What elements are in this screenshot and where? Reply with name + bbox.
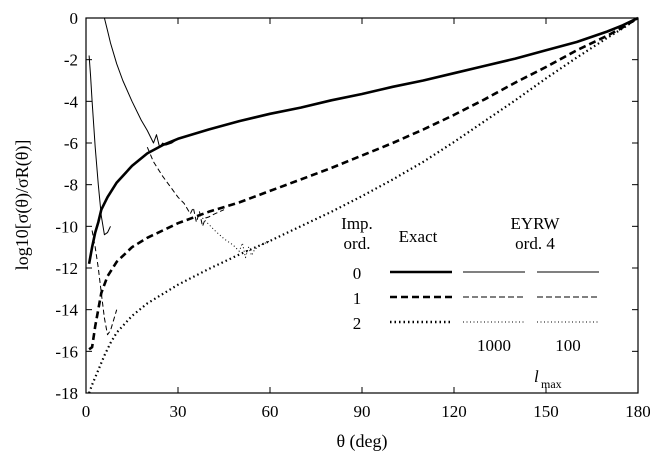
- x-tick-label: 60: [262, 402, 279, 421]
- series-line-order-0-eyrw-lmax-100: [88, 55, 111, 236]
- legend-header-eyrw-order: ord. 4: [515, 234, 555, 253]
- legend-header-order: Imp.: [341, 214, 373, 233]
- x-tick-label: 0: [82, 402, 91, 421]
- y-tick-label: 0: [70, 9, 79, 28]
- series-line-order-0-exact: [87, 16, 639, 265]
- series-line-order-1-eyrw-lmax-100: [91, 230, 118, 336]
- y-tick-label: -8: [64, 176, 78, 195]
- x-tick-label: 120: [441, 402, 467, 421]
- y-tick-label: -10: [55, 217, 78, 236]
- y-tick-label: -14: [55, 301, 78, 320]
- y-tick-label: -6: [64, 134, 78, 153]
- y-axis-label: log10[σ(θ)/σR(θ)]: [12, 140, 33, 271]
- x-tick-label: 150: [533, 402, 559, 421]
- series-line-order-2-exact: [88, 17, 639, 394]
- legend-lmax-subscript: max: [541, 377, 562, 391]
- legend: Imp. ord. Exact EYRW ord. 4 0 1 2 1000 1…: [341, 214, 599, 391]
- series-layer: [87, 16, 639, 394]
- legend-row-0-label: 0: [353, 264, 362, 283]
- x-tick-label: 30: [170, 402, 187, 421]
- legend-header-eyrw: EYRW: [510, 214, 560, 233]
- y-tick-label: -2: [64, 51, 78, 70]
- legend-lmax-symbol: l: [534, 367, 539, 386]
- y-tick-label: -4: [64, 92, 79, 111]
- y-tick-label: -12: [55, 259, 78, 278]
- legend-row-1-label: 1: [353, 289, 362, 308]
- x-tick-label: 180: [625, 402, 650, 421]
- legend-header-exact: Exact: [399, 227, 438, 246]
- y-tick-label: -18: [55, 384, 78, 403]
- x-axis-label: θ (deg): [336, 431, 387, 452]
- legend-lmax-1000: 1000: [477, 336, 511, 355]
- series-line-order-2-eyrw-lmax-1000: [202, 217, 271, 259]
- series-line-order-0-eyrw-lmax-1000: [103, 17, 179, 148]
- y-tick-label: -16: [55, 342, 78, 361]
- legend-lmax-100: 100: [555, 336, 581, 355]
- series-line-order-1-exact: [88, 16, 639, 351]
- legend-header-order-2: ord.: [344, 234, 371, 253]
- series-line-order-1-eyrw-lmax-1000: [146, 147, 225, 227]
- x-tick-label: 90: [354, 402, 371, 421]
- legend-row-2-label: 2: [353, 314, 362, 333]
